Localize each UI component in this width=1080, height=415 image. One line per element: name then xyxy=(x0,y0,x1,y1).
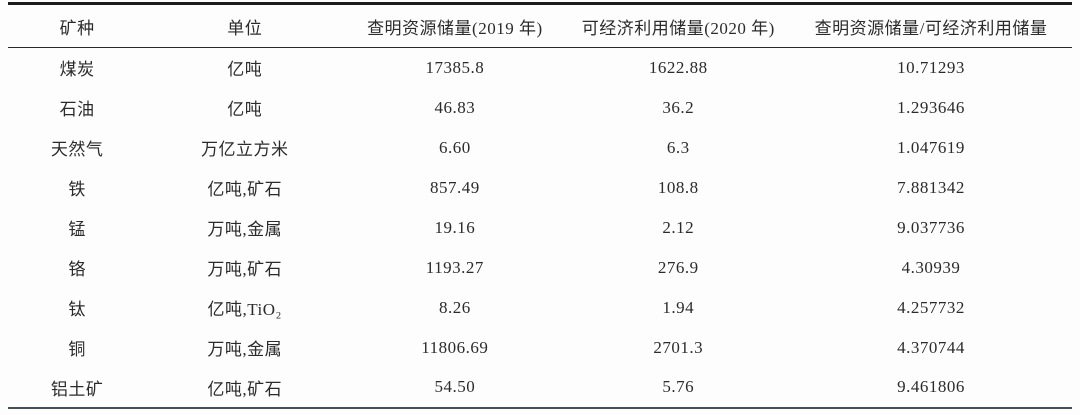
cell-ratio: 10.71293 xyxy=(897,57,965,77)
cell-identified-reserves: 54.50 xyxy=(434,377,476,396)
mineral-reserves-table: 矿种 单位 查明资源储量(2019 年) 可经济利用储量(2020 年) 查明资… xyxy=(8,2,1072,409)
cell-economic-reserves: 276.9 xyxy=(657,257,699,277)
cell-ratio: 1.047619 xyxy=(897,137,965,157)
table-row-bauxite: 铝土矿 亿吨,矿石 54.50 5.76 9.461806 xyxy=(8,368,1072,408)
cell-ratio: 9.461806 xyxy=(897,377,965,396)
column-header-economic-reserves: 可经济利用储量(2020 年) xyxy=(581,18,775,38)
cell-economic-reserves: 2.12 xyxy=(662,217,695,237)
cell-identified-reserves: 857.49 xyxy=(429,177,480,197)
cell-ratio: 1.293646 xyxy=(897,97,965,117)
table-row-chromium: 铬 万吨,矿石 1193.27 276.9 4.30939 xyxy=(8,248,1072,288)
cell-unit: 亿吨 xyxy=(227,100,263,119)
column-header-mineral: 矿种 xyxy=(59,18,95,38)
cell-ratio: 4.30939 xyxy=(901,257,961,277)
cell-unit: 亿吨,TiO₂ xyxy=(207,300,282,319)
table-row-coal: 煤炭 亿吨 17385.8 1622.88 10.71293 xyxy=(8,48,1072,88)
cell-ratio: 9.037736 xyxy=(897,217,965,237)
cell-ratio: 4.257732 xyxy=(897,297,965,317)
cell-economic-reserves: 36.2 xyxy=(662,97,695,117)
cell-mineral: 煤炭 xyxy=(59,60,95,80)
table-row-copper: 铜 万吨,金属 11806.69 2701.3 4.370744 xyxy=(8,328,1072,368)
cell-mineral: 铝土矿 xyxy=(50,379,104,399)
cell-identified-reserves: 1193.27 xyxy=(425,257,484,277)
column-header-identified-reserves: 查明资源储量(2019 年) xyxy=(367,18,543,38)
cell-mineral: 铜 xyxy=(68,340,86,359)
cell-identified-reserves: 17385.8 xyxy=(425,57,485,77)
cell-economic-reserves: 2701.3 xyxy=(653,337,704,357)
cell-unit: 亿吨,矿石 xyxy=(207,379,283,399)
table-row-manganese: 锰 万吨,金属 19.16 2.12 9.037736 xyxy=(8,208,1072,248)
cell-unit: 亿吨 xyxy=(227,60,263,80)
cell-economic-reserves: 1.94 xyxy=(662,297,695,317)
cell-ratio: 7.881342 xyxy=(897,177,965,197)
cell-economic-reserves: 6.3 xyxy=(666,137,690,157)
cell-mineral: 钛 xyxy=(68,300,86,319)
cell-identified-reserves: 6.60 xyxy=(438,137,471,157)
cell-unit: 万吨,金属 xyxy=(207,340,283,359)
table-row-oil: 石油 亿吨 46.83 36.2 1.293646 xyxy=(8,88,1072,128)
cell-mineral: 铁 xyxy=(68,180,86,199)
header-row: 矿种 单位 查明资源储量(2019 年) 可经济利用储量(2020 年) 查明资… xyxy=(8,4,1072,48)
table-row-iron: 铁 亿吨,矿石 857.49 108.8 7.881342 xyxy=(8,168,1072,208)
cell-economic-reserves: 108.8 xyxy=(657,177,699,197)
table-row-titanium: 钛 亿吨,TiO₂ 8.26 1.94 4.257732 xyxy=(8,288,1072,328)
cell-ratio: 4.370744 xyxy=(897,337,965,357)
table-row-natural-gas: 天然气 万亿立方米 6.60 6.3 1.047619 xyxy=(8,128,1072,168)
cell-economic-reserves: 5.76 xyxy=(662,377,695,396)
cell-unit: 万吨,矿石 xyxy=(207,260,283,279)
cell-mineral: 石油 xyxy=(59,100,95,119)
column-header-ratio: 查明资源储量/可经济利用储量 xyxy=(814,18,1048,38)
cell-mineral: 天然气 xyxy=(50,140,104,159)
column-header-unit: 单位 xyxy=(227,18,263,38)
cell-economic-reserves: 1622.88 xyxy=(648,57,708,77)
cell-mineral: 铬 xyxy=(68,260,86,279)
table-body: 煤炭 亿吨 17385.8 1622.88 10.71293 石油 亿吨 46.… xyxy=(8,48,1072,408)
cell-identified-reserves: 46.83 xyxy=(434,97,476,117)
cell-identified-reserves: 11806.69 xyxy=(421,337,489,357)
cell-unit: 万吨,金属 xyxy=(207,220,283,239)
cell-unit: 亿吨,矿石 xyxy=(207,180,283,199)
cell-identified-reserves: 8.26 xyxy=(438,297,471,317)
cell-mineral: 锰 xyxy=(68,220,86,239)
cell-identified-reserves: 19.16 xyxy=(434,217,476,237)
cell-unit: 万亿立方米 xyxy=(200,140,289,159)
